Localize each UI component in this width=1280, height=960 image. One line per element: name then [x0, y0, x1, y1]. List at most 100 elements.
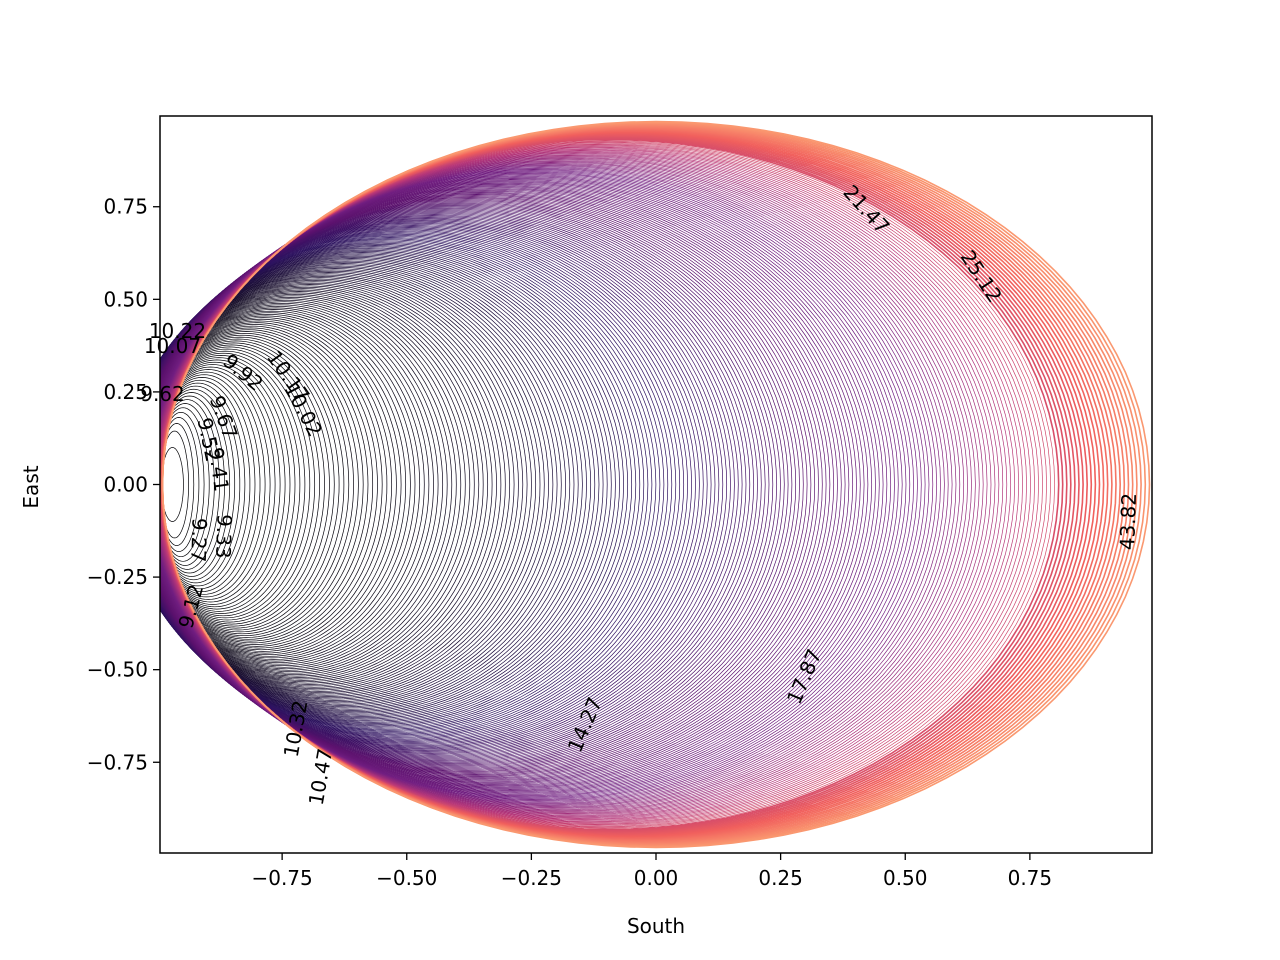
contour-line [160, 255, 592, 714]
contour-line [160, 248, 616, 721]
y-tick-label: 0.25 [103, 380, 148, 404]
contour-line [160, 269, 545, 700]
contour-line [160, 325, 374, 644]
contour-line [160, 338, 340, 631]
contour-line [160, 320, 388, 649]
contour-line [160, 298, 453, 671]
contour-line [160, 395, 225, 574]
contour-line [160, 258, 583, 711]
contour-line [160, 299, 448, 670]
contour-line [160, 173, 903, 796]
contour-line [160, 293, 466, 676]
contour-label: 9.62 [140, 382, 185, 406]
contour-line [160, 266, 554, 703]
contour-layer [160, 120, 1151, 849]
contour-line [160, 307, 425, 662]
contour-line [160, 289, 480, 680]
contour-line [160, 305, 430, 664]
contour-label: 9.27 [186, 517, 212, 562]
y-tick-label: 0.75 [103, 195, 148, 219]
contour-line [160, 355, 301, 614]
contour-line [160, 296, 457, 673]
contour-line [160, 295, 462, 674]
contour-line [160, 275, 524, 694]
contour-line [160, 288, 484, 681]
contour-line [160, 399, 220, 570]
contour-line [160, 336, 345, 633]
contour-line [160, 284, 497, 685]
contour-line [160, 317, 397, 652]
contour-line [160, 292, 471, 677]
contour-line [160, 302, 439, 667]
contour-line [160, 327, 369, 642]
y-tick-label: −0.75 [87, 750, 148, 774]
contour-label: 9.33 [211, 514, 237, 559]
contour-line [160, 278, 515, 691]
contour-label: 10.07 [144, 334, 201, 358]
x-tick-label: −0.25 [501, 866, 562, 890]
contour-line [160, 385, 241, 584]
x-tick-label: 0.25 [758, 866, 803, 890]
contour-line [160, 403, 215, 566]
contour-line [160, 277, 519, 692]
contour-line [160, 329, 364, 640]
contour-line [160, 200, 793, 769]
contour-line [160, 261, 571, 708]
contour-label: 43.82 [1115, 492, 1141, 550]
contour-line [160, 369, 271, 600]
contour-line [160, 240, 645, 729]
contour-line [160, 169, 918, 800]
contour-line [160, 186, 850, 783]
contour-line [160, 239, 649, 730]
contour-line [160, 350, 311, 619]
contour-line [160, 359, 291, 610]
contour-line [160, 243, 633, 726]
contour-line [160, 371, 266, 598]
contour-line [160, 268, 549, 701]
contour-line [160, 388, 236, 581]
contour-line [160, 263, 566, 706]
contour-line [160, 237, 657, 732]
contour-line [161, 447, 184, 522]
contour-line [160, 253, 600, 716]
contour-line [160, 270, 541, 699]
contour-label: 10.22 [149, 319, 206, 343]
contour-line [160, 286, 489, 683]
contour-line [160, 249, 612, 720]
contour-line [160, 332, 354, 637]
x-tick-label: 0.00 [634, 866, 679, 890]
y-tick-label: −0.25 [87, 565, 148, 589]
contour-line [160, 285, 493, 684]
contour-line [160, 357, 296, 612]
contour-line [160, 346, 320, 623]
contour-line [160, 352, 306, 617]
contour-line [160, 260, 575, 709]
contour-line [160, 259, 579, 710]
x-axis-label: South [627, 914, 685, 938]
contour-line [160, 322, 383, 647]
contour-line [160, 318, 393, 651]
contour-line [160, 291, 475, 678]
contour-line [160, 382, 246, 587]
contour-line [160, 315, 402, 654]
contour-line [160, 241, 641, 728]
contour-line [160, 274, 528, 695]
y-tick-label: −0.50 [87, 658, 148, 682]
contour-line [160, 273, 532, 696]
contour-label: 17.87 [782, 645, 826, 707]
contour-line [160, 310, 416, 659]
contour-line [160, 324, 378, 645]
contour-line [160, 247, 620, 722]
contour-line [160, 265, 558, 704]
contour-line [160, 281, 506, 688]
contour-line [160, 377, 256, 592]
contour-line [160, 272, 537, 697]
contour-line [160, 246, 624, 723]
contour-line [160, 379, 251, 590]
contour-line [160, 245, 629, 724]
contour-line [160, 374, 261, 595]
y-axis: 0.75 0.50 0.25 0.00 −0.25 −0.50 −0.75 [87, 195, 160, 774]
x-tick-label: −0.50 [376, 866, 437, 890]
contour-line [160, 309, 421, 660]
